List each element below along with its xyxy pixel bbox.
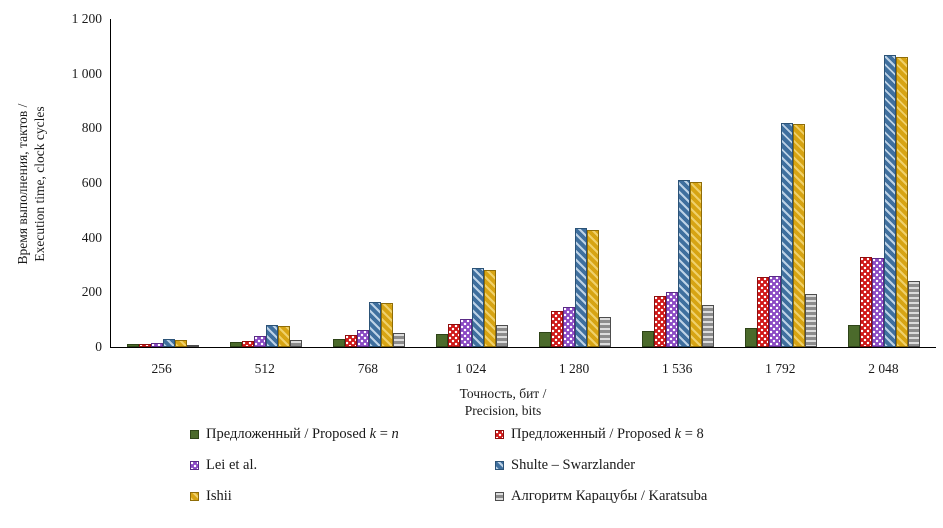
legend-item-series4: Ishii <box>190 488 232 505</box>
bar-series3-768 <box>368 302 381 347</box>
bar-series0-2048 <box>848 325 861 347</box>
bar-series5-2048 <box>908 281 921 347</box>
bar-series4-768 <box>380 303 393 347</box>
bar-series3-1792 <box>781 123 794 347</box>
legend-marker-series3 <box>495 461 504 470</box>
legend-marker-series2 <box>190 461 199 470</box>
bar-series4-1536 <box>690 182 703 347</box>
x-tick-1024: 1 024 <box>455 361 487 376</box>
bar-group-1792 <box>730 19 833 347</box>
legend-label-series1: Предложенный / Proposed k = 8 <box>511 426 704 442</box>
bar-series3-1280 <box>575 228 588 347</box>
x-tick-768: 768 <box>357 361 378 376</box>
bar-series2-1280 <box>563 307 576 347</box>
y-tick-1000: 1 000 <box>71 65 102 81</box>
bar-series3-256 <box>162 339 175 347</box>
bar-group-768 <box>317 19 420 347</box>
legend-label-series0: Предложенный / Proposed k = n <box>206 426 399 442</box>
bar-group-256 <box>111 19 214 347</box>
bar-group-1536 <box>627 19 730 347</box>
legend-marker-series1 <box>495 430 504 439</box>
bar-series2-1024 <box>459 319 472 347</box>
bar-series1-1792 <box>757 277 770 347</box>
y-tick-200: 200 <box>81 284 102 300</box>
y-tick-600: 600 <box>81 175 102 190</box>
legend-marker-series4 <box>190 492 199 501</box>
bar-series2-1536 <box>666 292 679 347</box>
x-tick-1280: 1 280 <box>558 361 590 376</box>
bar-series3-512 <box>265 325 278 347</box>
x-tick-1536: 1 536 <box>662 361 693 376</box>
bar-series4-1280 <box>587 230 600 347</box>
bar-series0-512 <box>229 342 242 347</box>
x-tick-1792: 1 792 <box>765 361 796 376</box>
x-axis-title-line1: Точность, бит / <box>459 386 547 401</box>
bar-series0-1792 <box>745 328 758 347</box>
bar-series3-1536 <box>678 180 691 347</box>
bar-group-512 <box>214 19 317 347</box>
bar-series2-768 <box>356 330 369 347</box>
legend-marker-series0 <box>190 430 199 439</box>
legend-item-series0: Предложенный / Proposed k = n <box>190 426 399 443</box>
bar-series1-256 <box>138 344 151 347</box>
x-tick-256: 256 <box>151 361 172 376</box>
legend-label-series4: Ishii <box>206 488 232 504</box>
bar-series4-256 <box>174 340 187 347</box>
x-axis-title-line2: Precision, bits <box>464 403 542 418</box>
legend-item-series5: Алгоритм Карацубы / Karatsuba <box>495 488 707 505</box>
bar-series0-768 <box>332 339 345 347</box>
bar-series5-1792 <box>805 294 818 347</box>
y-tick-0: 0 <box>95 339 102 354</box>
bar-series1-1280 <box>551 311 564 347</box>
bar-series3-1024 <box>471 268 484 347</box>
x-tick-2048: 2 048 <box>868 361 899 376</box>
bar-series5-512 <box>289 340 302 347</box>
bar-series0-256 <box>126 344 139 347</box>
bar-series5-1280 <box>599 317 612 347</box>
legend-item-series1: Предложенный / Proposed k = 8 <box>495 426 704 443</box>
legend-label-series5: Алгоритм Карацубы / Karatsuba <box>511 488 708 504</box>
bar-series0-1536 <box>642 331 655 347</box>
bar-series4-2048 <box>896 57 909 347</box>
bar-series2-256 <box>150 343 163 347</box>
bar-series5-768 <box>392 333 405 347</box>
bar-series1-2048 <box>860 257 873 347</box>
bar-series1-1536 <box>654 296 667 347</box>
x-tick-512: 512 <box>254 361 275 376</box>
legend-label-series2: Lei et al. <box>206 457 258 473</box>
legend-label-series3: Shulte – Swarzlander <box>511 457 636 473</box>
bar-series1-512 <box>241 341 254 347</box>
bar-series5-256 <box>186 345 199 347</box>
bar-series0-1280 <box>539 332 552 347</box>
bar-group-2048 <box>833 19 936 347</box>
bar-series0-1024 <box>435 334 448 347</box>
y-axis-title-line1: Время выполнения, тактов / <box>15 103 30 265</box>
legend-item-series3: Shulte – Swarzlander <box>495 457 635 474</box>
legend-marker-series5 <box>495 492 504 501</box>
bar-series2-2048 <box>872 258 885 347</box>
bar-series1-768 <box>344 335 357 347</box>
bar-series5-1024 <box>495 325 508 347</box>
bar-series2-1792 <box>769 276 782 347</box>
bar-series4-512 <box>277 326 290 347</box>
bar-series1-1024 <box>447 324 460 347</box>
bar-series4-1024 <box>483 270 496 347</box>
bar-series5-1536 <box>702 305 715 347</box>
legend-item-series2: Lei et al. <box>190 457 257 474</box>
plot-area <box>110 19 936 348</box>
bar-series4-1792 <box>793 124 806 347</box>
bar-series2-512 <box>253 336 266 347</box>
bar-group-1280 <box>524 19 627 347</box>
y-tick-1200: 1 200 <box>71 11 102 26</box>
bar-series3-2048 <box>884 55 897 347</box>
x-axis-title: Точность, бит / Precision, bits <box>363 385 643 419</box>
bar-group-1024 <box>420 19 523 347</box>
y-tick-800: 800 <box>81 120 102 136</box>
y-tick-400: 400 <box>81 229 102 245</box>
